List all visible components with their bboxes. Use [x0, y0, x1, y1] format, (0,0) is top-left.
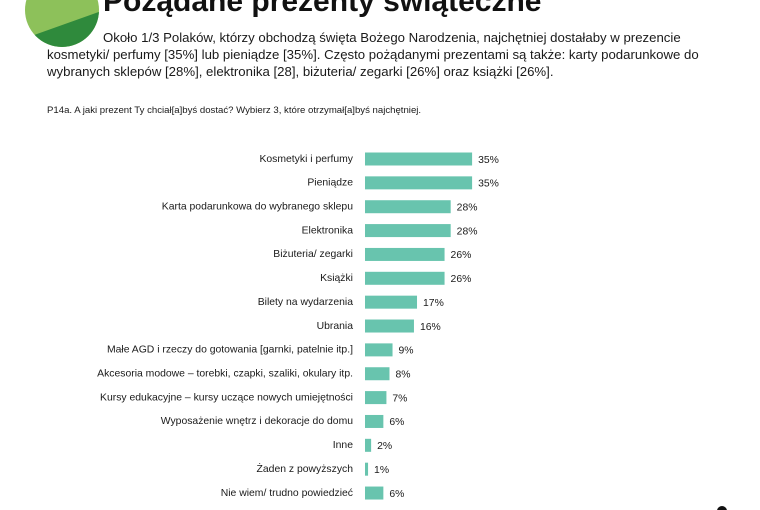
bar: [365, 319, 414, 333]
category-label: Bilety na wydarzenia: [258, 297, 354, 308]
bar: [365, 295, 418, 309]
category-label: Żaden z powyższych: [257, 462, 354, 475]
value-label: 16%: [420, 322, 441, 333]
category-label: Pieniądze: [307, 178, 353, 189]
category-label: Inne: [333, 440, 353, 451]
value-label: 35%: [478, 155, 499, 166]
bar: [365, 271, 445, 285]
lead-paragraph: Około 1/3 Polaków, którzy obchodzą święt…: [47, 30, 699, 79]
bar: [365, 176, 473, 190]
bar: [365, 462, 369, 476]
value-label: 2%: [377, 441, 392, 452]
category-label: Książki: [320, 273, 353, 284]
chart-title: Pożądane prezenty świąteczne: [103, 0, 542, 18]
value-label: 8%: [395, 369, 410, 380]
bar: [365, 343, 393, 357]
category-label: Biżuteria/ zegarki: [273, 249, 353, 260]
question-text: P14a. A jaki prezent Ty chciał[a]byś dos…: [47, 105, 422, 116]
bar: [365, 414, 384, 428]
category-label: Elektronika: [302, 225, 354, 236]
value-label: 35%: [478, 179, 499, 190]
value-label: 6%: [389, 417, 404, 428]
category-label: Wyposażenie wnętrz i dekoracje do domu: [161, 416, 353, 427]
bar: [365, 247, 445, 261]
logo-circle: [25, 0, 99, 47]
value-label: 17%: [423, 298, 444, 309]
bar: [365, 486, 384, 500]
value-label: 1%: [374, 465, 389, 476]
category-label: Karta podarunkowa do wybranego sklepu: [162, 201, 353, 212]
bar: [365, 224, 451, 238]
value-label: 28%: [457, 202, 478, 213]
category-label: Nie wiem/ trudno powiedzieć: [221, 488, 353, 499]
value-label: 26%: [451, 250, 472, 261]
bar: [365, 438, 372, 452]
bar: [365, 200, 451, 214]
category-label: Ubrania: [317, 321, 354, 332]
bar: [365, 367, 390, 381]
category-label: Kursy edukacyjne – kursy uczące nowych u…: [100, 392, 353, 403]
bar: [365, 391, 387, 405]
value-label: 28%: [457, 226, 478, 237]
value-label: 7%: [392, 393, 407, 404]
value-label: 6%: [389, 489, 404, 500]
category-label: Akcesoria modowe – torebki, czapki, szal…: [97, 368, 353, 379]
category-label: Małe AGD i rzeczy do gotowania [garnki, …: [107, 345, 353, 356]
value-label: 26%: [451, 274, 472, 285]
decoration-dot: [717, 506, 727, 510]
category-label: Kosmetyki i perfumy: [259, 154, 353, 165]
value-label: 9%: [399, 346, 414, 357]
bar: [365, 152, 473, 166]
